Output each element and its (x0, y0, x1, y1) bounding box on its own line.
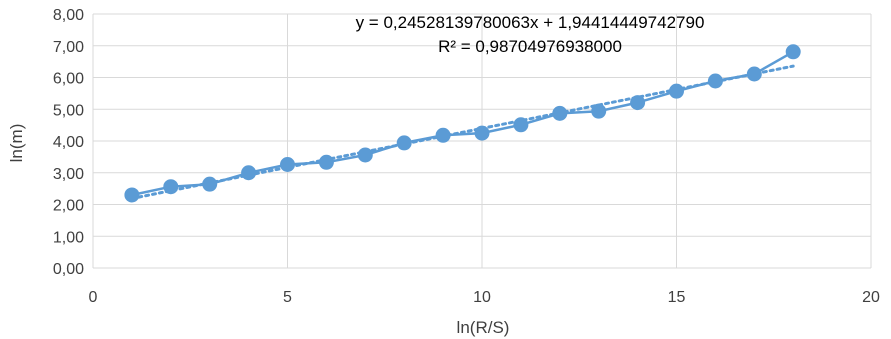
data-point (785, 44, 801, 60)
x-tick-labels: 0 5 10 15 20 (89, 289, 880, 306)
y-axis-title: ln(m) (7, 124, 26, 163)
x-axis-title: ln(R/S) (457, 318, 510, 337)
x-tick-label: 15 (668, 289, 686, 306)
data-point (591, 103, 607, 119)
y-tick-label: 1,00 (53, 229, 84, 246)
x-tick-label: 20 (862, 289, 880, 306)
x-tick-label: 5 (283, 289, 292, 306)
data-point (318, 154, 334, 170)
y-tick-label: 8,00 (53, 7, 84, 24)
data-point (552, 105, 568, 121)
series-line (131, 50, 794, 197)
trendline-equation: y = 0,24528139780063x + 1,94414449742790 (356, 13, 705, 32)
y-tick-label: 6,00 (53, 71, 84, 88)
axes (92, 14, 871, 269)
data-point (630, 95, 646, 111)
y-tick-label: 3,00 (53, 166, 84, 183)
series (124, 44, 801, 203)
data-point (241, 165, 257, 181)
data-point (435, 127, 451, 143)
y-tick-label: 0,00 (53, 261, 84, 278)
data-point (669, 83, 684, 99)
x-tick-label: 0 (89, 289, 98, 306)
data-point (280, 156, 295, 172)
data-point (202, 176, 218, 192)
y-tick-label: 5,00 (53, 102, 84, 119)
data-point (474, 125, 490, 141)
data-point (357, 147, 373, 163)
data-point (513, 117, 529, 133)
data-point (124, 187, 140, 203)
y-tick-label: 4,00 (53, 134, 84, 151)
data-point (707, 73, 723, 89)
y-tick-label: 2,00 (53, 198, 84, 215)
data-point (396, 135, 412, 151)
x-tick-label: 10 (473, 289, 491, 306)
trendline-r-squared: R² = 0,98704976938000 (438, 37, 622, 56)
gridlines (93, 13, 872, 268)
data-point (746, 66, 762, 82)
y-tick-labels: 0,00 1,00 2,00 3,00 4,00 5,00 6,00 7,00 8,00 (53, 7, 84, 278)
y-tick-label: 7,00 (53, 39, 84, 56)
data-point (163, 179, 179, 195)
